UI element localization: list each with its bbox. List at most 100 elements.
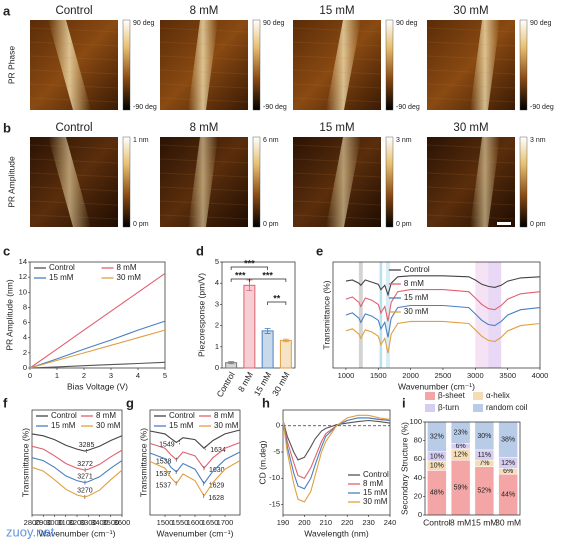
- legend-label: 30 mM: [363, 497, 388, 506]
- highlight-band: [379, 262, 383, 368]
- y-axis-label: Transmittance (%): [321, 280, 331, 349]
- image-texture: [29, 158, 119, 164]
- legend-label: Control: [169, 411, 195, 420]
- value-label: 44%: [501, 491, 515, 498]
- legend-label: 8 mM: [214, 411, 234, 420]
- legend-label: 30 mM: [96, 421, 121, 430]
- highlight-band: [386, 262, 390, 368]
- x-tick-label: 4: [136, 371, 140, 380]
- value-label: 6%: [456, 443, 466, 450]
- image-title: 30 mM: [453, 5, 488, 17]
- image-texture: [159, 69, 249, 75]
- image-title: 15 mM: [319, 122, 354, 134]
- image-title: 8 mM: [190, 122, 219, 134]
- legend-label: 30 mM: [117, 273, 142, 282]
- colorbar-max: 1 nm: [133, 137, 149, 144]
- scale-bar: [497, 222, 511, 225]
- peak-label: 3285: [79, 442, 95, 449]
- image-feature: [326, 20, 361, 110]
- image-texture: [159, 186, 249, 192]
- y-tick-label: 14: [19, 257, 27, 266]
- significance-label: ***: [262, 270, 273, 280]
- image-texture: [29, 83, 119, 89]
- image-texture: [29, 69, 119, 75]
- image-feature: [326, 137, 361, 227]
- y-tick-label: -15: [269, 499, 280, 508]
- image-texture: [426, 69, 516, 75]
- x-tick-label: 8 mM: [450, 517, 471, 527]
- highlight-band: [488, 262, 502, 368]
- colorbar-min: 0 pm: [530, 221, 546, 228]
- peak-label: 3272: [77, 461, 93, 468]
- y-tick-label: -10: [269, 473, 280, 482]
- series-line: [29, 272, 166, 369]
- x-tick-label: 2500: [435, 371, 452, 380]
- image-texture: [29, 144, 119, 150]
- plot-frame: [221, 261, 296, 369]
- x-tick-label: 3000: [467, 371, 484, 380]
- series-line: [345, 320, 541, 354]
- x-axis-label: Wavenumber (cm⁻¹): [39, 528, 116, 538]
- image-feature: [470, 20, 500, 110]
- legend-swatch: [425, 392, 435, 400]
- value-label: 48%: [430, 490, 444, 497]
- y-axis-label: Transmittance (%): [138, 428, 148, 497]
- x-tick-label: Control: [423, 517, 451, 527]
- image-texture: [426, 200, 516, 206]
- peak-label: 1549: [159, 441, 175, 448]
- value-label: 7%: [479, 460, 489, 467]
- error-bar: [228, 361, 235, 365]
- series-line: [282, 414, 391, 503]
- image-feature: [188, 137, 218, 227]
- x-tick-label: 190: [277, 518, 290, 527]
- x-tick-label: 3500: [499, 371, 516, 380]
- x-tick-label: Control: [214, 370, 236, 399]
- legend-label: Control: [51, 411, 77, 420]
- series-line: [149, 451, 241, 485]
- panel-label: c: [3, 243, 10, 258]
- plot-frame: [29, 261, 166, 369]
- image-texture: [159, 200, 249, 206]
- image-title: Control: [55, 5, 92, 17]
- colorbar-min: 0 pm: [133, 221, 149, 228]
- panel-label: d: [196, 243, 204, 258]
- colorbar: [385, 19, 394, 111]
- panel-label: e: [316, 243, 323, 258]
- x-tick-label: 1500: [157, 518, 174, 527]
- y-tick-label: 6: [23, 318, 27, 327]
- panel-label: h: [262, 395, 270, 410]
- series-line: [345, 289, 541, 322]
- x-tick-label: 3100: [57, 518, 74, 527]
- series-line: [149, 429, 241, 449]
- significance-label: ***: [235, 270, 246, 280]
- image-texture: [292, 69, 382, 75]
- legend-label: random coil: [486, 403, 528, 412]
- image-texture: [29, 200, 119, 206]
- image-texture: [29, 41, 119, 47]
- y-tick-label: 40: [414, 473, 422, 482]
- peak-label: 1538: [156, 458, 172, 465]
- image-texture: [29, 214, 119, 220]
- value-label: 23%: [454, 430, 468, 437]
- y-tick-label: 80: [414, 436, 422, 445]
- x-tick-label: 220: [341, 518, 354, 527]
- legend-label: β-sheet: [438, 391, 466, 400]
- x-axis-label: Wavenumber (cm⁻¹): [157, 528, 234, 538]
- colorbar-max: 3 nm: [530, 137, 546, 144]
- image-texture: [292, 55, 382, 61]
- x-tick-label: 200: [298, 518, 311, 527]
- x-tick-label: 3600: [114, 518, 131, 527]
- row-label: PR Amplitude: [6, 156, 16, 208]
- y-tick-label: 10: [19, 287, 27, 296]
- image-texture: [29, 97, 119, 103]
- watermark: zuoy.net: [6, 524, 55, 539]
- value-label: 38%: [501, 437, 515, 444]
- x-tick-label: 1700: [217, 518, 234, 527]
- colorbar-max: 90 deg: [530, 20, 552, 27]
- colorbar: [122, 136, 131, 228]
- peak-label: 1634: [210, 447, 226, 454]
- x-tick-label: 2800: [24, 518, 41, 527]
- colorbar: [519, 136, 528, 228]
- significance-bracket: [267, 301, 287, 305]
- colorbar: [519, 19, 528, 111]
